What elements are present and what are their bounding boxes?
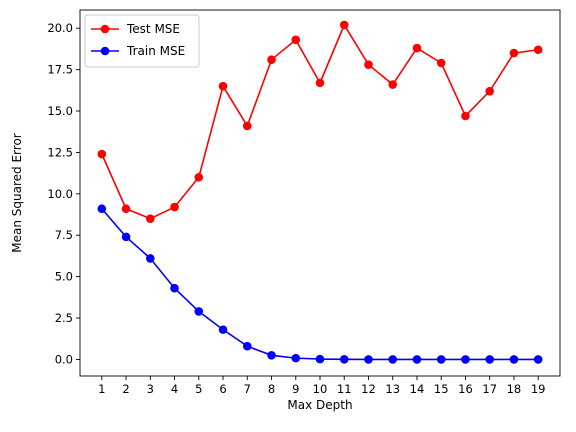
test-mse-point (388, 80, 398, 89)
x-tick-label: 16 (458, 382, 473, 396)
train-mse-point (218, 325, 228, 334)
y-tick-label: 2.5 (55, 311, 73, 325)
test-mse-point (339, 20, 349, 30)
x-tick-label: 17 (482, 382, 497, 396)
train-mse-point (267, 350, 276, 360)
train-mse-point (170, 283, 179, 293)
train-mse-point (364, 355, 373, 364)
x-tick-label: 13 (385, 382, 400, 396)
x-axis: 1 2 3 4 5 6 7 8 9 10 11 12 13 14 15 16 17 18 19 (98, 376, 546, 396)
test-mse-legend-marker (100, 24, 110, 34)
test-mse-point (461, 111, 470, 121)
x-tick-label: 15 (434, 382, 449, 396)
y-tick-label: 10.0 (47, 187, 73, 201)
x-tick-label: 4 (171, 382, 178, 396)
test-mse-point (97, 149, 107, 159)
train-mse-point (97, 204, 107, 214)
test-mse-point (533, 45, 543, 55)
y-axis-label: Mean Squared Error (10, 133, 24, 253)
train-mse-point (436, 355, 446, 364)
y-tick-label: 17.5 (47, 63, 73, 77)
test-mse-point (194, 172, 204, 182)
x-tick-label: 8 (268, 382, 275, 396)
test-mse-point (121, 204, 131, 214)
x-tick-label: 12 (361, 382, 376, 396)
x-tick-label: 6 (219, 382, 226, 396)
y-tick-label: 15.0 (47, 104, 73, 118)
train-mse-point (146, 254, 155, 263)
test-mse-point (242, 121, 252, 131)
x-tick-label: 7 (244, 382, 251, 396)
test-mse-point (146, 214, 155, 223)
train-mse-point (509, 355, 519, 364)
train-mse-point (315, 354, 325, 364)
train-mse-point (485, 355, 494, 364)
train-mse-point (194, 307, 204, 316)
y-tick-label: 5.0 (55, 270, 73, 284)
train-mse-point (533, 355, 543, 364)
y-tick-label: 12.5 (47, 145, 73, 159)
series-layer (97, 20, 543, 364)
x-tick-label: 14 (410, 382, 425, 396)
x-axis-label: Max Depth (287, 398, 352, 412)
train-mse-point (461, 355, 470, 364)
test-mse-point (509, 48, 519, 58)
test-mse-point (218, 81, 228, 91)
x-tick-label: 5 (195, 382, 202, 396)
train-mse-point (291, 353, 301, 363)
train-mse-point (121, 232, 131, 242)
y-tick-label: 20.0 (47, 21, 73, 35)
train-mse-legend-marker (100, 46, 110, 56)
x-tick-label: 10 (313, 382, 328, 396)
train-mse-point (242, 341, 252, 351)
test-mse-legend-label: Test MSE (126, 22, 180, 36)
x-tick-label: 2 (122, 382, 129, 396)
legend-box (84, 14, 200, 68)
y-tick-label: 7.5 (55, 228, 73, 242)
test-mse-point (170, 202, 179, 212)
train-mse-point (339, 354, 349, 364)
x-tick-label: 9 (292, 382, 299, 396)
y-tick-label: 0.0 (55, 352, 73, 366)
train-mse-legend-label: Train MSE (126, 44, 185, 58)
test-mse-point (315, 78, 325, 88)
legend: Test MSE Train MSE (84, 14, 200, 68)
test-mse-point (364, 60, 373, 69)
x-tick-label: 1 (98, 382, 105, 396)
x-tick-label: 18 (507, 382, 522, 396)
x-tick-label: 19 (531, 382, 546, 396)
train-mse-point (412, 355, 422, 364)
train-mse-line (101, 208, 539, 361)
train-mse-point (388, 355, 398, 364)
x-tick-label: 11 (337, 382, 352, 396)
test-mse-point (267, 55, 276, 64)
test-mse-point (412, 43, 422, 53)
y-axis: 0.0 2.5 5.0 7.5 10.0 12.5 15.0 17.5 20.0 (47, 21, 80, 366)
test-mse-point (291, 35, 301, 45)
test-mse-point (485, 86, 494, 96)
x-tick-label: 3 (147, 382, 154, 396)
test-mse-point (436, 58, 446, 68)
